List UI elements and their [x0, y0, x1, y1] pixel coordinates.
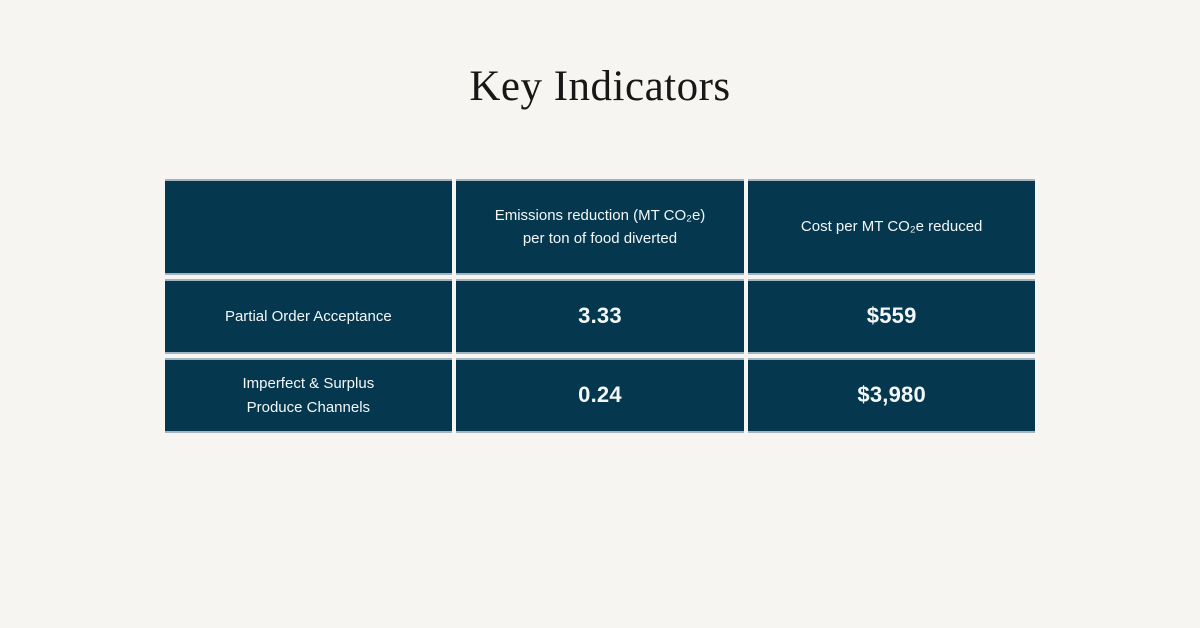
table-corner-cell	[164, 179, 453, 275]
emissions-value-partial-order: 3.33	[456, 279, 744, 354]
cost-value-partial-order: $559	[747, 279, 1036, 354]
key-indicators-table: Emissions reduction (MT CO₂e) per ton of…	[164, 179, 1036, 433]
row-label-partial-order-acceptance: Partial Order Acceptance	[164, 279, 453, 354]
row-label-imperfect-surplus-channels: Imperfect & Surplus Produce Channels	[164, 358, 453, 433]
column-header-emissions-reduction: Emissions reduction (MT CO₂e) per ton of…	[456, 179, 744, 275]
cost-value-imperfect-surplus: $3,980	[747, 358, 1036, 433]
emissions-value-imperfect-surplus: 0.24	[456, 358, 744, 433]
column-header-cost-per-mt: Cost per MT CO₂e reduced	[747, 179, 1036, 275]
page-title: Key Indicators	[469, 63, 731, 110]
